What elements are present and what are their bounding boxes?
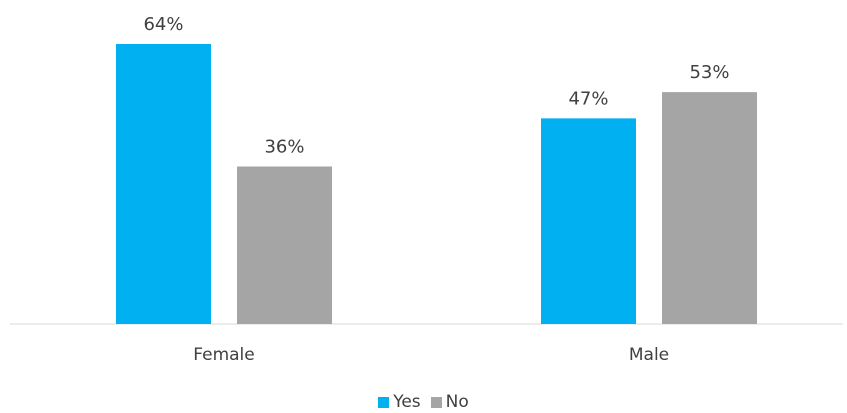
bars-layer <box>116 44 757 324</box>
bar-yes-female <box>116 44 211 324</box>
data-label-no-female: 36% <box>264 137 304 158</box>
legend-label-yes: Yes <box>393 392 421 412</box>
bar-no-female <box>237 166 332 324</box>
legend-item-no: No <box>430 392 469 412</box>
bar-no-male <box>662 92 757 324</box>
data-label-yes-male: 47% <box>568 88 608 109</box>
legend: Yes No <box>0 392 847 412</box>
data-labels-layer: 64% 36% 47% 53% <box>143 14 729 158</box>
legend-swatch-no <box>430 396 442 408</box>
bar-yes-male <box>541 118 636 324</box>
data-label-no-male: 53% <box>689 62 729 83</box>
x-tick-label-male: Male <box>629 345 669 365</box>
legend-item-yes: Yes <box>378 392 421 412</box>
x-tick-label-female: Female <box>193 345 254 365</box>
x-tick-labels-layer: Female Male <box>193 345 669 365</box>
legend-label-no: No <box>445 392 469 412</box>
data-label-yes-female: 64% <box>143 14 183 35</box>
legend-swatch-yes <box>378 396 390 408</box>
